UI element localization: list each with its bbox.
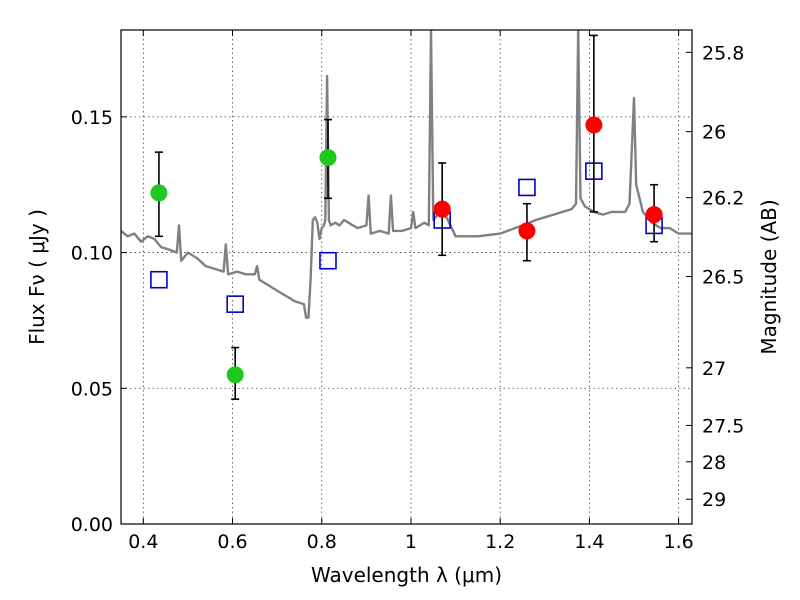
model-photometry-layer (150, 162, 663, 313)
observed-point-optical (150, 184, 168, 202)
y-tick-label: 0.15 (71, 107, 113, 129)
model-spectrum-layer (121, 30, 692, 319)
x-tick-label: 1.4 (574, 531, 604, 553)
y2-tick-label: 27.5 (702, 415, 744, 437)
x-tick-label: 0.8 (307, 531, 337, 553)
model-photometry-square (319, 251, 337, 270)
x-tick-label: 0.4 (128, 531, 158, 553)
observed-point-optical (226, 366, 244, 384)
y-tick-label: 0.10 (71, 243, 113, 265)
model-spectrum-line (121, 30, 692, 319)
observed-point-nir (433, 200, 451, 218)
model-photometry-square (150, 270, 168, 289)
y-tick-label: 0.05 (71, 378, 113, 400)
y-tick-label: 0.00 (71, 514, 113, 536)
observed-point-optical (319, 149, 337, 167)
observed-point-nir (585, 116, 603, 134)
y2-tick-label: 26.5 (702, 266, 744, 288)
y2-tick-label: 29 (702, 489, 726, 511)
axis-ticks: 0.4 0.6 0.8 1 1.2 1.4 1.6 0.00 0.05 0.10 0.15 25.8 2… (71, 30, 744, 553)
y2-tick-label: 27 (702, 358, 726, 380)
y2-tick-label: 25.8 (702, 42, 744, 64)
errorbar-layer (154, 34, 659, 400)
y-axis-label: Flux Fν ( μJy ) (25, 209, 49, 345)
observed-point-nir (645, 206, 663, 224)
grid-lines (121, 30, 692, 524)
y2-tick-label: 28 (702, 452, 726, 474)
observed-point-nir (518, 222, 536, 240)
x-tick-label: 1.2 (485, 531, 515, 553)
y2-tick-label: 26.2 (702, 188, 744, 210)
x-axis-label: Wavelength λ (μm) (311, 563, 502, 587)
y2-tick-label: 26 (702, 122, 726, 144)
y2-axis-label: Magnitude (AB) (757, 199, 781, 354)
observed-points-layer (150, 116, 663, 384)
plot-frame (120, 29, 693, 525)
x-tick-label: 1 (405, 531, 417, 553)
model-photometry-square (518, 178, 536, 197)
x-tick-label: 1.6 (664, 531, 694, 553)
x-tick-label: 0.6 (217, 531, 247, 553)
model-photometry-square (226, 295, 244, 313)
